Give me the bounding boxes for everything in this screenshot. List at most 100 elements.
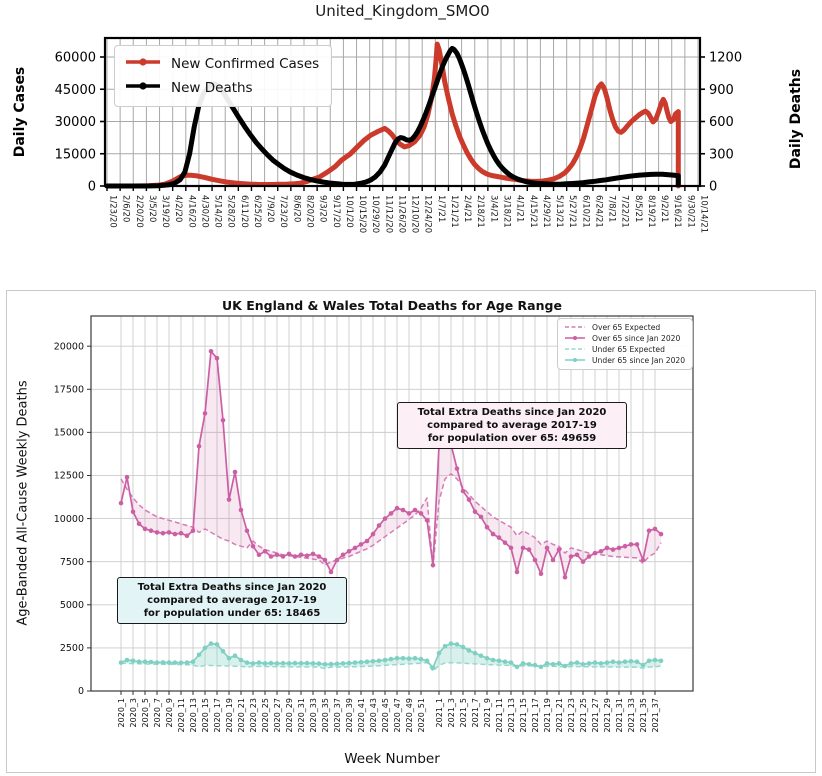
data-point	[634, 542, 640, 547]
data-point	[640, 557, 646, 563]
x-tick-label: 10/14/21	[698, 195, 708, 233]
x-tick-label: 1/21/21	[449, 195, 459, 228]
data-point	[400, 655, 406, 661]
data-point	[196, 652, 202, 658]
series-new-confirmed-cases	[104, 41, 681, 189]
data-point	[550, 557, 556, 563]
x-tick-label: 2021_29	[603, 698, 612, 733]
over65-expected-line-icon	[564, 323, 586, 333]
data-point	[496, 658, 502, 664]
y-tick-label: 900	[709, 83, 734, 98]
data-point	[172, 660, 178, 665]
x-tick-label: 2021_1	[435, 698, 444, 727]
data-point	[130, 509, 136, 514]
x-tick-label: 4/30/20	[199, 195, 209, 228]
series-under-65-expected	[120, 661, 662, 672]
data-point	[244, 528, 250, 533]
x-tick-label: 2020_51	[417, 698, 426, 733]
x-tick-label: 2021_31	[615, 698, 624, 733]
data-point	[610, 547, 616, 552]
legend-label: Under 65 since Jan 2020	[592, 356, 686, 365]
x-tick-label: 2020_5	[141, 698, 150, 727]
data-point	[214, 355, 220, 361]
y-tick-label: 600	[709, 115, 734, 130]
data-point	[250, 661, 256, 666]
data-point	[520, 661, 526, 666]
fill-between	[121, 351, 661, 578]
x-tick-label: 8/5/21	[633, 195, 643, 222]
y-tick-label: 15000	[55, 147, 96, 162]
data-point	[124, 657, 130, 663]
data-point	[298, 552, 304, 558]
x-tick-label: 9/3/20	[318, 195, 328, 222]
x-tick-label: 1/7/21	[436, 195, 446, 222]
data-point	[658, 658, 664, 664]
data-point	[652, 526, 658, 532]
x-tick-label: 2020_33	[309, 698, 318, 733]
x-tick-label: 2021_27	[591, 698, 600, 733]
top-chart-ylabel-left: Daily Cases	[12, 66, 28, 158]
data-point	[394, 655, 400, 661]
x-tick-label: 2/6/20	[121, 195, 131, 222]
data-point	[346, 549, 352, 554]
data-point	[310, 661, 316, 666]
data-point	[652, 657, 658, 663]
data-point	[280, 554, 286, 559]
x-tick-label: 2020_43	[369, 698, 378, 733]
x-tick-label: 2020_29	[285, 698, 294, 733]
data-point	[274, 552, 280, 558]
data-point	[352, 545, 358, 551]
data-point	[598, 661, 604, 666]
x-tick-label: 2/4/21	[462, 195, 472, 222]
data-point	[574, 660, 580, 665]
data-point	[190, 659, 196, 664]
data-point	[562, 574, 568, 580]
data-point	[370, 531, 376, 537]
x-tick-label: 2020_21	[237, 698, 246, 733]
data-point	[478, 653, 484, 658]
data-point	[244, 660, 250, 665]
x-tick-label: 2020_39	[345, 698, 354, 733]
x-tick-label: 9/16/21	[672, 195, 682, 228]
data-point	[394, 505, 400, 511]
x-tick-label: 2021_37	[651, 698, 660, 733]
data-point	[280, 660, 286, 666]
data-point	[382, 516, 388, 521]
data-point	[340, 661, 346, 666]
x-tick-label: 4/29/21	[541, 195, 551, 228]
data-point	[490, 657, 496, 663]
annotation-line: Total Extra Deaths since Jan 2020	[417, 407, 607, 418]
data-point	[508, 660, 514, 665]
x-tick-label: 5/14/20	[213, 195, 223, 228]
y-tick-label: 300	[709, 147, 734, 162]
data-point	[358, 659, 364, 665]
y-tick-label: 0	[709, 180, 717, 195]
data-point	[226, 655, 232, 661]
data-point	[388, 656, 394, 662]
x-tick-label: 4/1/21	[515, 195, 525, 222]
x-tick-label: 2021_23	[567, 698, 576, 733]
x-tick-label: 12/10/20	[410, 195, 420, 233]
top-chart-ylabel-right: Daily Deaths	[788, 68, 804, 170]
data-point	[178, 530, 184, 536]
data-point	[550, 662, 556, 667]
x-tick-label: 2021_19	[543, 698, 552, 733]
x-tick-label: 2020_11	[177, 698, 186, 733]
bottom-chart-ylabel: Age-Banded All-Cause Weekly Deaths	[15, 380, 31, 626]
data-point	[514, 569, 520, 575]
data-point	[424, 518, 430, 523]
y-tick-label: 7500	[60, 557, 84, 568]
data-point	[178, 660, 184, 665]
x-tick-label: 2020_49	[405, 698, 414, 733]
x-tick-label: 2020_1	[117, 698, 126, 727]
data-point	[166, 530, 172, 535]
x-tick-label: 3/19/20	[160, 195, 170, 228]
x-tick-label: 2020_19	[225, 698, 234, 733]
data-point	[556, 661, 562, 666]
x-tick-label: 2020_25	[261, 698, 270, 733]
data-point	[586, 554, 592, 559]
x-tick-label: 2020_35	[321, 698, 330, 733]
x-tick-label: 2020_37	[333, 698, 342, 733]
data-point	[136, 659, 142, 664]
data-point	[568, 661, 574, 666]
